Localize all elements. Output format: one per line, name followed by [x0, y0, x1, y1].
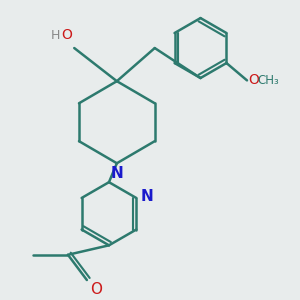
Text: N: N	[141, 189, 154, 204]
Text: N: N	[110, 166, 123, 181]
Text: O: O	[90, 282, 102, 297]
Text: O: O	[61, 28, 73, 42]
Text: CH₃: CH₃	[257, 74, 279, 87]
Text: H: H	[51, 29, 60, 42]
Text: O: O	[249, 74, 260, 87]
